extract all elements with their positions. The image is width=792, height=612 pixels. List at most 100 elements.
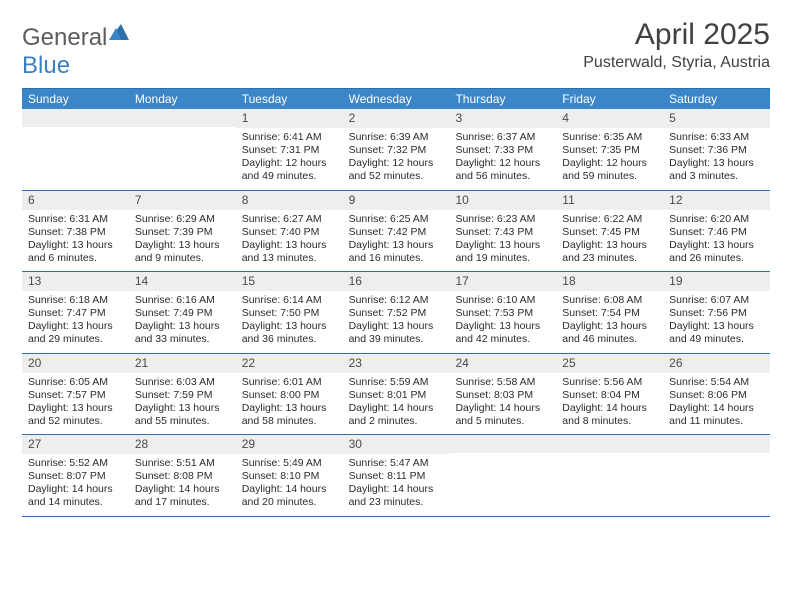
day-sunset: Sunset: 8:00 PM xyxy=(242,389,337,402)
day-sunrise: Sunrise: 5:59 AM xyxy=(349,376,444,389)
day-sunset: Sunset: 7:45 PM xyxy=(562,226,657,239)
day-sunrise: Sunrise: 6:33 AM xyxy=(669,131,764,144)
day-daylight: Daylight: 13 hours and 9 minutes. xyxy=(135,239,230,265)
day-info: Sunrise: 5:49 AMSunset: 8:10 PMDaylight:… xyxy=(236,454,343,516)
day-daylight: Daylight: 13 hours and 6 minutes. xyxy=(28,239,123,265)
day-number: 22 xyxy=(236,354,343,373)
day-sunrise: Sunrise: 5:58 AM xyxy=(455,376,550,389)
day-sunrise: Sunrise: 6:07 AM xyxy=(669,294,764,307)
day-daylight: Daylight: 14 hours and 11 minutes. xyxy=(669,402,764,428)
week-row: 27Sunrise: 5:52 AMSunset: 8:07 PMDayligh… xyxy=(22,435,770,517)
day-daylight: Daylight: 13 hours and 55 minutes. xyxy=(135,402,230,428)
day-sunset: Sunset: 8:03 PM xyxy=(455,389,550,402)
day-sunset: Sunset: 7:53 PM xyxy=(455,307,550,320)
day-daylight: Daylight: 13 hours and 39 minutes. xyxy=(349,320,444,346)
day-daylight: Daylight: 13 hours and 33 minutes. xyxy=(135,320,230,346)
day-sunrise: Sunrise: 5:51 AM xyxy=(135,457,230,470)
day-number: 26 xyxy=(663,354,770,373)
week-row: 1Sunrise: 6:41 AMSunset: 7:31 PMDaylight… xyxy=(22,109,770,191)
day-cell: 12Sunrise: 6:20 AMSunset: 7:46 PMDayligh… xyxy=(663,191,770,272)
day-daylight: Daylight: 14 hours and 20 minutes. xyxy=(242,483,337,509)
day-sunset: Sunset: 7:50 PM xyxy=(242,307,337,320)
day-info: Sunrise: 5:54 AMSunset: 8:06 PMDaylight:… xyxy=(663,373,770,435)
day-number: 18 xyxy=(556,272,663,291)
day-sunset: Sunset: 7:35 PM xyxy=(562,144,657,157)
week-row: 6Sunrise: 6:31 AMSunset: 7:38 PMDaylight… xyxy=(22,191,770,273)
day-sunset: Sunset: 7:56 PM xyxy=(669,307,764,320)
header: General Blue April 2025 Pusterwald, Styr… xyxy=(22,18,770,80)
day-sunset: Sunset: 7:36 PM xyxy=(669,144,764,157)
day-cell: 17Sunrise: 6:10 AMSunset: 7:53 PMDayligh… xyxy=(449,272,556,353)
day-info: Sunrise: 6:41 AMSunset: 7:31 PMDaylight:… xyxy=(236,128,343,190)
day-daylight: Daylight: 13 hours and 23 minutes. xyxy=(562,239,657,265)
day-sunrise: Sunrise: 6:16 AM xyxy=(135,294,230,307)
day-cell: 9Sunrise: 6:25 AMSunset: 7:42 PMDaylight… xyxy=(343,191,450,272)
day-number: 29 xyxy=(236,435,343,454)
day-header-tuesday: Tuesday xyxy=(236,89,343,109)
day-daylight: Daylight: 13 hours and 3 minutes. xyxy=(669,157,764,183)
day-cell: 3Sunrise: 6:37 AMSunset: 7:33 PMDaylight… xyxy=(449,109,556,190)
day-daylight: Daylight: 13 hours and 49 minutes. xyxy=(669,320,764,346)
day-sunrise: Sunrise: 5:56 AM xyxy=(562,376,657,389)
logo-text: General Blue xyxy=(22,24,129,80)
day-cell: 23Sunrise: 5:59 AMSunset: 8:01 PMDayligh… xyxy=(343,354,450,435)
day-sunset: Sunset: 8:08 PM xyxy=(135,470,230,483)
day-number: 16 xyxy=(343,272,450,291)
day-info: Sunrise: 6:10 AMSunset: 7:53 PMDaylight:… xyxy=(449,291,556,353)
day-sunrise: Sunrise: 6:14 AM xyxy=(242,294,337,307)
day-info: Sunrise: 5:47 AMSunset: 8:11 PMDaylight:… xyxy=(343,454,450,516)
day-header-thursday: Thursday xyxy=(449,89,556,109)
calendar: Sunday Monday Tuesday Wednesday Thursday… xyxy=(22,88,770,517)
day-sunrise: Sunrise: 6:41 AM xyxy=(242,131,337,144)
day-sunrise: Sunrise: 6:05 AM xyxy=(28,376,123,389)
day-cell: 29Sunrise: 5:49 AMSunset: 8:10 PMDayligh… xyxy=(236,435,343,516)
day-cell xyxy=(129,109,236,190)
day-sunrise: Sunrise: 6:20 AM xyxy=(669,213,764,226)
day-sunset: Sunset: 7:43 PM xyxy=(455,226,550,239)
day-cell xyxy=(663,435,770,516)
day-cell: 27Sunrise: 5:52 AMSunset: 8:07 PMDayligh… xyxy=(22,435,129,516)
day-sunset: Sunset: 7:49 PM xyxy=(135,307,230,320)
day-info: Sunrise: 6:18 AMSunset: 7:47 PMDaylight:… xyxy=(22,291,129,353)
day-cell: 8Sunrise: 6:27 AMSunset: 7:40 PMDaylight… xyxy=(236,191,343,272)
day-number: 23 xyxy=(343,354,450,373)
day-number xyxy=(449,435,556,453)
day-daylight: Daylight: 13 hours and 46 minutes. xyxy=(562,320,657,346)
logo-mark-icon xyxy=(109,24,129,40)
day-number: 24 xyxy=(449,354,556,373)
day-number: 3 xyxy=(449,109,556,128)
day-cell: 14Sunrise: 6:16 AMSunset: 7:49 PMDayligh… xyxy=(129,272,236,353)
day-sunset: Sunset: 7:47 PM xyxy=(28,307,123,320)
day-daylight: Daylight: 13 hours and 16 minutes. xyxy=(349,239,444,265)
week-row: 13Sunrise: 6:18 AMSunset: 7:47 PMDayligh… xyxy=(22,272,770,354)
day-sunrise: Sunrise: 6:23 AM xyxy=(455,213,550,226)
day-sunset: Sunset: 8:06 PM xyxy=(669,389,764,402)
day-number: 15 xyxy=(236,272,343,291)
day-number: 9 xyxy=(343,191,450,210)
day-cell xyxy=(22,109,129,190)
day-info: Sunrise: 6:35 AMSunset: 7:35 PMDaylight:… xyxy=(556,128,663,190)
day-daylight: Daylight: 14 hours and 14 minutes. xyxy=(28,483,123,509)
day-number: 5 xyxy=(663,109,770,128)
day-info: Sunrise: 6:01 AMSunset: 8:00 PMDaylight:… xyxy=(236,373,343,435)
day-sunset: Sunset: 8:10 PM xyxy=(242,470,337,483)
calendar-page: General Blue April 2025 Pusterwald, Styr… xyxy=(0,0,792,612)
week-row: 20Sunrise: 6:05 AMSunset: 7:57 PMDayligh… xyxy=(22,354,770,436)
day-daylight: Daylight: 13 hours and 29 minutes. xyxy=(28,320,123,346)
day-daylight: Daylight: 14 hours and 8 minutes. xyxy=(562,402,657,428)
logo: General Blue xyxy=(22,24,129,80)
day-daylight: Daylight: 13 hours and 58 minutes. xyxy=(242,402,337,428)
month-title: April 2025 xyxy=(583,18,770,52)
day-number: 13 xyxy=(22,272,129,291)
day-cell xyxy=(556,435,663,516)
day-sunset: Sunset: 7:52 PM xyxy=(349,307,444,320)
day-info: Sunrise: 6:16 AMSunset: 7:49 PMDaylight:… xyxy=(129,291,236,353)
day-sunset: Sunset: 7:38 PM xyxy=(28,226,123,239)
day-info: Sunrise: 5:58 AMSunset: 8:03 PMDaylight:… xyxy=(449,373,556,435)
day-info: Sunrise: 6:23 AMSunset: 7:43 PMDaylight:… xyxy=(449,210,556,272)
day-number: 28 xyxy=(129,435,236,454)
day-daylight: Daylight: 14 hours and 23 minutes. xyxy=(349,483,444,509)
day-cell: 11Sunrise: 6:22 AMSunset: 7:45 PMDayligh… xyxy=(556,191,663,272)
day-cell: 20Sunrise: 6:05 AMSunset: 7:57 PMDayligh… xyxy=(22,354,129,435)
day-daylight: Daylight: 12 hours and 59 minutes. xyxy=(562,157,657,183)
